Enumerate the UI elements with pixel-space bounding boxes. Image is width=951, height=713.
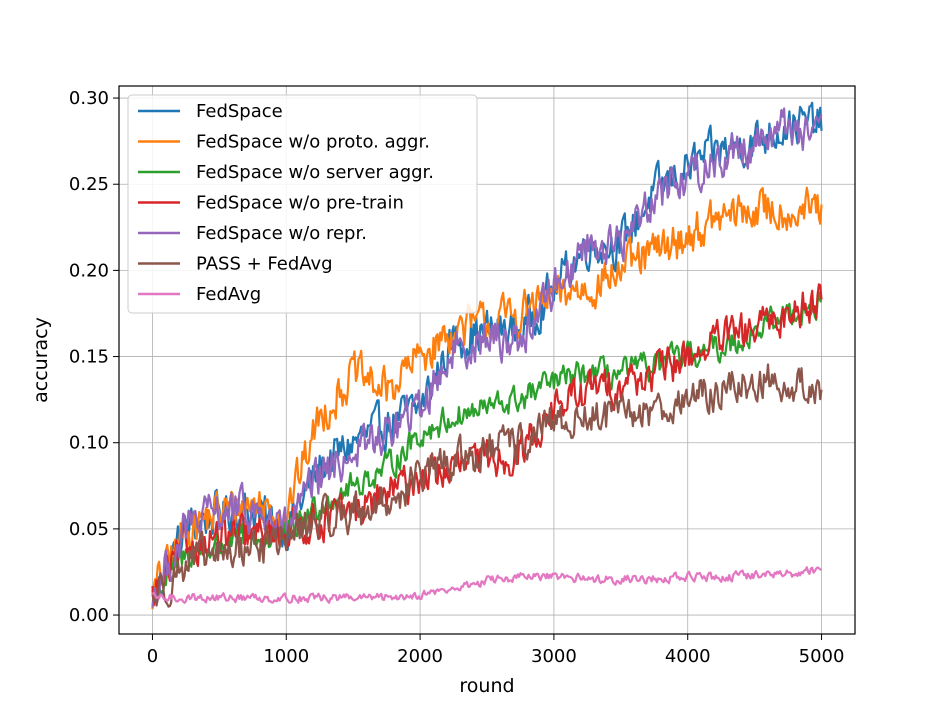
series-line xyxy=(151,566,822,604)
series-line xyxy=(151,186,823,610)
x-tick-label: 1000 xyxy=(263,646,309,667)
y-axis-title: accuracy xyxy=(30,317,52,403)
legend-label: PASS + FedAvg xyxy=(196,254,333,275)
x-tick-label: 5000 xyxy=(799,646,845,667)
legend: FedSpace FedSpace w/o proto. aggr. FedSpac… xyxy=(127,94,478,314)
y-tick-label: 0.05 xyxy=(69,519,109,540)
y-tick-label: 0.20 xyxy=(69,260,109,281)
legend-label: FedAvg xyxy=(196,284,261,305)
legend-label: FedSpace w/o proto. aggr. xyxy=(196,132,430,153)
legend-label: FedSpace w/o repr. xyxy=(196,223,367,244)
series-line xyxy=(151,107,823,608)
legend-label: FedSpace w/o server aggr. xyxy=(196,162,434,183)
x-axis-title: round xyxy=(459,675,514,697)
x-tick-label: 4000 xyxy=(665,646,711,667)
x-tick-label: 0 xyxy=(147,646,158,667)
legend-label: FedSpace xyxy=(196,101,283,122)
x-tick-label: 3000 xyxy=(531,646,577,667)
plot-area-frame xyxy=(118,85,856,635)
x-tick-label: 2000 xyxy=(397,646,443,667)
y-tick-label: 0.30 xyxy=(69,88,109,109)
y-tick-label: 0.00 xyxy=(69,605,109,626)
y-tick-label: 0.15 xyxy=(69,347,109,368)
legend-box xyxy=(127,94,478,314)
series-lines xyxy=(151,101,823,610)
y-tick-label: 0.10 xyxy=(69,433,109,454)
axis-ticks: 0 1000 2000 3000 4000 5000 0.00 0.05 0.10 0.15 0.2… xyxy=(69,88,845,667)
y-tick-label: 0.25 xyxy=(69,174,109,195)
series-line xyxy=(151,363,823,608)
legend-label: FedSpace w/o pre-train xyxy=(196,193,404,214)
